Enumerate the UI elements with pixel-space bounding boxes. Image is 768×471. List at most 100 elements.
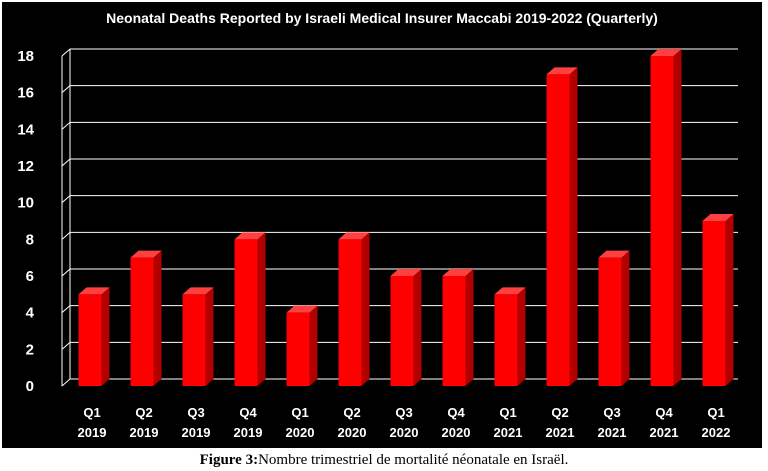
bar-side [361,232,370,386]
y-tick-label: 18 [17,48,34,65]
gridline-depth [61,121,71,130]
bar-front [702,221,726,386]
bar-side [413,269,422,386]
figure-caption: Figure 3:Nombre trimestriel de mortalité… [0,451,768,469]
x-tick-year: 2020 [390,425,419,440]
bar [338,232,370,386]
bar-front [442,276,466,386]
x-tick-year: 2019 [130,425,159,440]
bar-front [650,56,674,386]
bar-front [598,257,622,386]
bar-side [309,305,318,386]
x-tick-year: 2022 [702,425,731,440]
gridline-depth [61,85,71,94]
x-tick-quarter: Q1 [707,405,724,420]
bar-top [286,305,318,313]
bar [442,269,474,386]
gridline-depth [61,341,71,350]
bar [650,49,682,386]
bar-top [130,250,162,258]
bar-top [702,214,734,221]
bar-front [130,257,154,386]
gridline-depth [61,268,71,277]
caption-text: Nombre trimestriel de mortalité néonatal… [258,452,569,468]
bar-front [338,239,362,386]
x-tick-year: 2021 [546,425,575,440]
bar-front [390,276,414,386]
chart-panel: Neonatal Deaths Reported by Israeli Medi… [2,2,762,448]
bar-top [442,269,474,276]
bar-front [234,239,258,386]
gridline-depth [61,48,71,57]
bar-side [569,67,578,386]
y-tick-label: 8 [26,231,34,248]
x-tick-quarter: Q2 [551,405,568,420]
gridline-depth [61,195,71,204]
bar-top [78,287,110,295]
bar-top [546,67,578,75]
x-tick-year: 2020 [286,425,315,440]
gridline-depth [61,378,71,387]
x-tick-year: 2020 [338,425,367,440]
x-tick-quarter: Q2 [343,405,360,420]
x-tick-year: 2019 [182,425,211,440]
bar-front [546,74,570,386]
bar-top [494,287,526,295]
bar-side [621,250,630,386]
bar [702,214,734,386]
chart-title: Neonatal Deaths Reported by Israeli Medi… [106,10,658,26]
bars [78,49,734,386]
y-axis-tick-labels: 0 2 4 6 8 10 12 14 16 18 [17,48,34,395]
y-tick-label: 6 [26,268,34,285]
gridline-depth [61,158,71,167]
bar-front [286,312,310,386]
x-tick-year: 2021 [598,425,627,440]
x-tick-quarter: Q1 [291,405,308,420]
bar-top [650,49,682,56]
y-tick-label: 4 [26,305,35,322]
bar-side [673,49,682,386]
bar-side [257,232,266,386]
x-tick-year: 2019 [78,425,107,440]
gridline-depth [61,305,71,314]
bar [286,305,318,386]
x-tick-quarter: Q1 [499,405,516,420]
bar [130,250,162,386]
bar [546,67,578,386]
bar-front [182,294,206,386]
bar-front [78,294,102,386]
y-tick-label: 16 [17,85,34,102]
figure-label: Figure 3: [199,452,259,468]
bar-side [725,214,734,386]
x-tick-quarter: Q1 [83,405,100,420]
y-tick-label: 12 [17,158,34,175]
gridline-depth [61,231,71,240]
x-tick-quarter: Q3 [187,405,204,420]
bar [390,269,422,386]
bar-top [598,250,630,258]
bar-chart: Neonatal Deaths Reported by Israeli Medi… [17,10,738,440]
bar-side [517,287,526,386]
x-tick-quarter: Q4 [655,405,673,420]
x-tick-year: 2019 [234,425,263,440]
bar-top [338,232,370,240]
y-tick-label: 14 [17,121,34,138]
bar-front [494,294,518,386]
x-tick-quarter: Q4 [239,405,257,420]
bar [494,287,526,386]
x-tick-quarter: Q3 [395,405,412,420]
bar [78,287,110,386]
bar-side [465,269,474,386]
bar [598,250,630,386]
x-tick-year: 2021 [650,425,679,440]
bar [234,232,266,386]
bar-top [234,232,266,240]
y-tick-label: 10 [17,195,34,212]
bar-side [101,287,110,386]
y-tick-label: 2 [26,341,34,358]
bar [182,287,214,386]
y-tick-label: 0 [26,378,34,395]
x-tick-quarter: Q2 [135,405,152,420]
x-tick-quarter: Q3 [603,405,620,420]
x-tick-year: 2020 [442,425,471,440]
